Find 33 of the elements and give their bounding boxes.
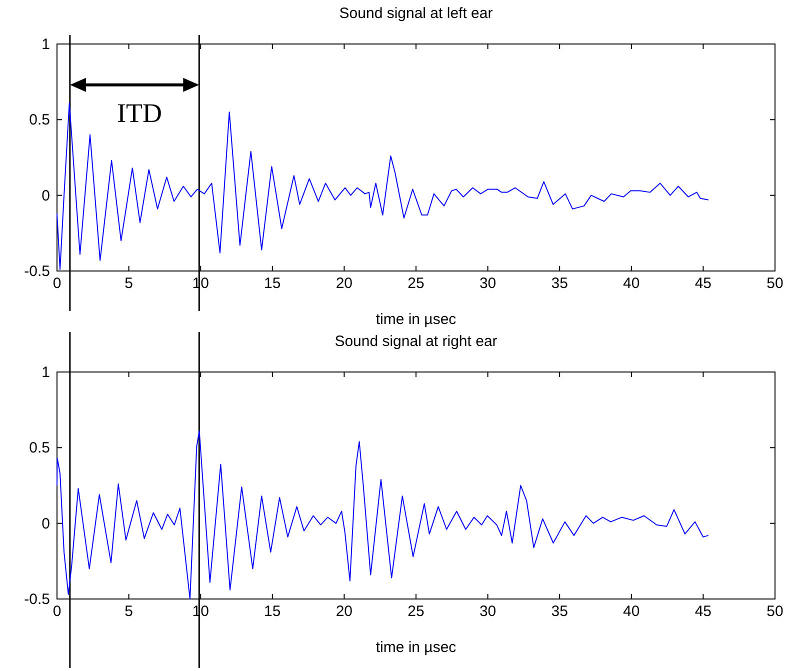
x-tick-label: 25 — [408, 275, 424, 292]
x-tick-label: 50 — [766, 603, 784, 620]
x-tick-label: 30 — [479, 275, 496, 292]
x-tick-label: 5 — [124, 603, 133, 620]
y-tick-label: 0 — [42, 515, 50, 532]
y-tick-label: 0.5 — [29, 440, 50, 457]
y-tick-label: 1 — [42, 364, 50, 381]
x-axis-title: time in µsec — [376, 311, 457, 328]
x-tick-label: 30 — [479, 603, 496, 620]
x-tick-label: 35 — [551, 603, 568, 620]
y-tick-label: -0.5 — [24, 263, 50, 280]
x-tick-label: 50 — [766, 275, 784, 292]
y-tick-label: 0 — [42, 187, 50, 204]
x-tick-label: 45 — [694, 603, 712, 620]
x-tick-label: 0 — [52, 275, 62, 292]
x-tick-label: 40 — [623, 275, 640, 292]
x-tick-label: 25 — [408, 603, 424, 620]
x-tick-label: 20 — [336, 603, 353, 620]
y-tick-label: 0.5 — [29, 112, 50, 129]
x-tick-label: 40 — [623, 603, 640, 620]
x-tick-label: 15 — [264, 603, 281, 620]
x-tick-label: 20 — [336, 275, 353, 292]
chart-title: Sound signal at right ear — [334, 333, 498, 350]
y-tick-label: 1 — [42, 36, 50, 53]
x-tick-label: 35 — [551, 275, 568, 292]
x-tick-label: 15 — [264, 275, 281, 292]
chart-title: Sound signal at left ear — [339, 5, 493, 22]
x-tick-label: 45 — [694, 275, 712, 292]
x-tick-label: 5 — [124, 275, 133, 292]
x-axis-title: time in µsec — [376, 639, 457, 656]
annotation: ITD — [117, 98, 162, 128]
x-tick-label: 0 — [52, 603, 62, 620]
y-tick-label: -0.5 — [24, 591, 50, 608]
